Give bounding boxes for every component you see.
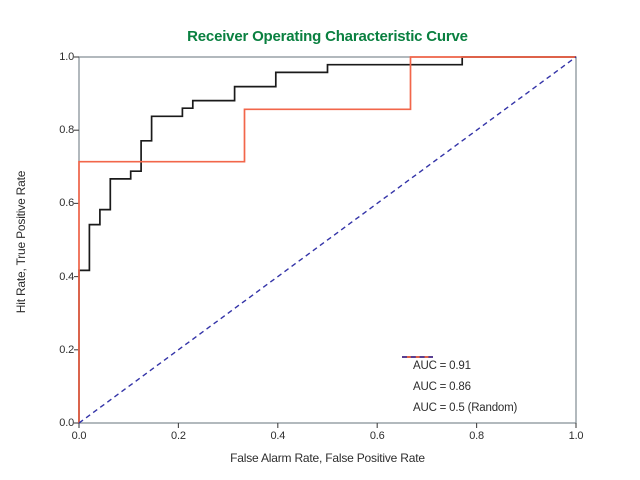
legend-label: AUC = 0.91 [413,359,471,372]
x-tick-label: 1.0 [568,430,584,442]
x-tick-label: 0.2 [171,430,186,442]
y-tick-label: 1.0 [59,51,74,63]
chart-title: Receiver Operating Characteristic Curve [187,28,468,45]
x-tick-label: 0.4 [270,430,286,442]
roc-curve-2 [78,56,577,424]
x-axis-label: False Alarm Rate, False Positive Rate [230,451,425,465]
y-axis-label-wrap: Hit Rate, True Positive Rate [12,132,30,352]
y-tick-label: 0.2 [59,343,74,356]
x-tick-label: 0.8 [469,430,484,442]
legend-label: AUC = 0.5 (Random) [413,401,518,414]
roc-curve-1 [78,56,576,423]
y-axis-label: Hit Rate, True Positive Rate [14,170,28,314]
legend-line-sample [402,356,433,358]
roc-curve-0 [78,56,576,423]
legend: AUC = 0.91 AUC = 0.86 AUC = 0.5 (Random) [402,355,517,418]
y-tick-label: 0.4 [59,270,74,283]
legend-row: AUC = 0.86 [402,356,517,397]
y-tick-label: 0.8 [59,124,74,137]
x-tick-label: 0.0 [71,430,87,442]
y-tick-label: 0.0 [59,417,74,429]
legend-line-sample [402,356,433,358]
legend-row: AUC = 0.5 (Random) [402,356,518,418]
x-tick-label: 0.6 [369,430,385,442]
y-tick-label: 0.6 [59,197,74,210]
legend-label: AUC = 0.86 [413,380,471,393]
